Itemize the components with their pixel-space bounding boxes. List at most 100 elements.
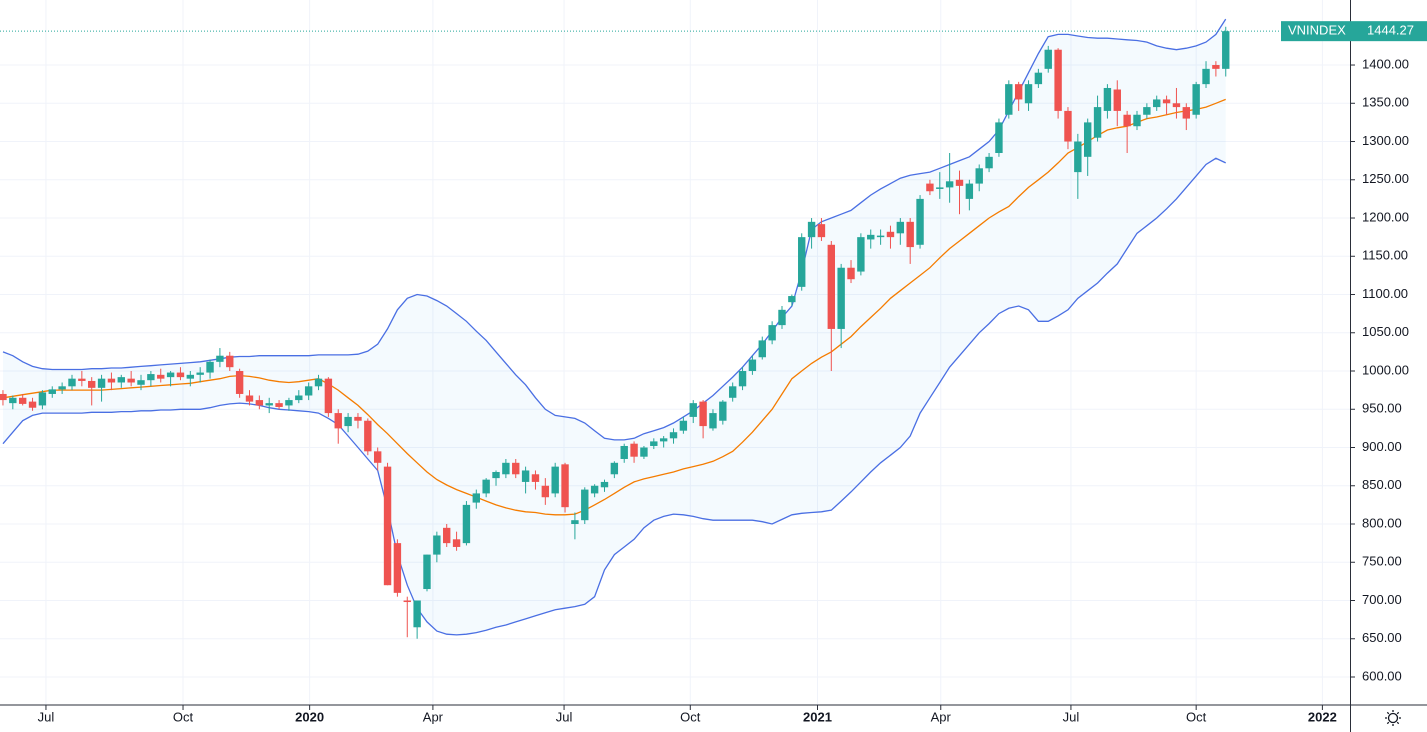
candle-body (916, 198, 924, 245)
candle-body (1162, 99, 1171, 104)
candle-body (186, 374, 195, 379)
candle-body (433, 535, 441, 555)
candle-body (561, 464, 569, 508)
band-fill (3, 19, 1226, 635)
candle-body (1212, 65, 1220, 69)
x-tick-label: Apr (423, 709, 444, 724)
candle-body (364, 420, 372, 452)
candle-body (127, 378, 135, 383)
candle-body (659, 438, 668, 442)
candle-body (78, 378, 86, 381)
candle-body (235, 371, 244, 394)
candle-body (1202, 68, 1210, 85)
x-tick-label: 2022 (1308, 709, 1337, 724)
y-tick-label: 1150.00 (1362, 248, 1408, 263)
candle-body (1054, 49, 1062, 111)
candle-body (975, 168, 983, 184)
candle-body (926, 183, 934, 192)
y-tick-label: 700.00 (1362, 592, 1402, 607)
candle-body (1005, 84, 1013, 115)
band-line (2, 157, 1226, 636)
settings-icon-ring (1387, 712, 1399, 724)
candle-body (679, 420, 688, 431)
candle-body (196, 372, 204, 375)
candle-body (255, 400, 264, 406)
candle-body (1113, 89, 1121, 111)
candle-body (166, 372, 175, 378)
candle-body (837, 267, 845, 329)
candle-body (896, 221, 905, 234)
candle-body (1192, 84, 1200, 115)
candle-body (1172, 103, 1181, 108)
candle-body (1024, 84, 1033, 104)
candle-body (443, 527, 451, 544)
candle-body (876, 235, 885, 238)
y-tick-label: 600.00 (1362, 668, 1402, 683)
candle-body (1123, 114, 1131, 127)
x-tick-label: Apr (931, 709, 952, 724)
last-price-label: 1444.27 (1367, 23, 1414, 38)
candle-body (945, 181, 954, 188)
y-tick-label: 1000.00 (1362, 362, 1409, 377)
candle-body (650, 441, 658, 446)
y-tick-label: 900.00 (1362, 439, 1402, 454)
candle-body (314, 378, 323, 387)
candle-body (1133, 114, 1141, 127)
candle-body (216, 355, 224, 362)
candle-body (304, 386, 313, 396)
candle-body (373, 451, 382, 463)
candle-body (502, 462, 510, 475)
candle-body (590, 485, 599, 494)
candle-body (1093, 107, 1102, 138)
candle-body (324, 378, 333, 414)
candle-body (620, 445, 628, 459)
candle-body (1143, 107, 1151, 115)
candle-body (1222, 31, 1230, 69)
series-name-label: VNINDEX (1288, 23, 1346, 38)
candle-body (245, 395, 254, 402)
candle-body (482, 479, 490, 494)
candle-body (788, 296, 796, 303)
candle-body (748, 359, 757, 372)
axes: 600.00 650.00 700.00 750.00 800.00 850.00 900.… (38, 21, 1427, 724)
last-price-badge (1281, 21, 1427, 42)
y-tick-label: 800.00 (1362, 515, 1402, 530)
x-tick-label: Jul (38, 709, 55, 724)
candle-body (906, 221, 914, 248)
candle-body (1153, 99, 1161, 108)
candle-body (206, 361, 214, 373)
candle-body (867, 234, 875, 240)
x-tick-label: Oct (1186, 709, 1207, 724)
candle-body (413, 600, 421, 628)
candle-body (107, 378, 116, 383)
candle-body (610, 462, 619, 475)
candle-body (9, 397, 17, 404)
candle-body (1182, 107, 1191, 119)
y-tick-label: 950.00 (1362, 401, 1402, 416)
candle-body (157, 374, 165, 379)
candle-body (995, 122, 1003, 153)
candle-body (817, 224, 826, 238)
y-tick-label: 850.00 (1362, 477, 1402, 492)
candle-body (403, 600, 411, 603)
candle-body (768, 325, 776, 341)
candle-body (0, 393, 7, 401)
y-tick-label: 1100.00 (1362, 286, 1408, 301)
candle-body (640, 447, 648, 457)
y-tick-label: 650.00 (1362, 630, 1402, 645)
candle-body (728, 386, 737, 398)
y-tick-label: 1300.00 (1362, 133, 1409, 148)
settings-icon[interactable] (1385, 710, 1401, 726)
y-tick-label: 1250.00 (1362, 171, 1409, 186)
candle-body (1014, 84, 1023, 100)
candle-body (1064, 110, 1072, 142)
candle-body (600, 481, 609, 488)
y-tick-label: 1350.00 (1362, 95, 1409, 110)
candle-body (452, 539, 461, 547)
candle-body (955, 179, 964, 186)
candle-body (285, 400, 293, 406)
candle-body (28, 401, 37, 408)
candle-body (147, 374, 155, 381)
candle-body (265, 403, 273, 406)
candle-body (18, 397, 27, 404)
